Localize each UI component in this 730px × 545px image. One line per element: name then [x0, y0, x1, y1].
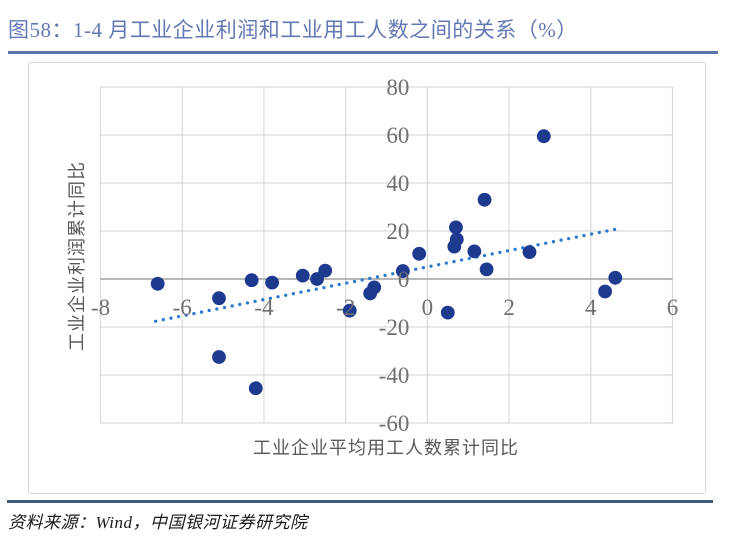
data-point: [295, 268, 310, 283]
data-point: [248, 381, 263, 396]
data-point: [536, 129, 551, 144]
figure-title: 图58：1-4 月工业企业利润和工业用工人数之间的关系（%）: [8, 18, 578, 42]
data-point: [265, 275, 279, 290]
y-tick-label: -40: [379, 363, 410, 388]
chart-container: -60 -40 -20 0 20 40 60 80 -8 -6 -4 -2 0 2 4 6 工业企业利润累计同…: [28, 62, 706, 494]
title-divider: [8, 51, 718, 54]
footer-divider: [7, 500, 713, 503]
x-tick-label: 6: [667, 295, 679, 320]
x-tick-label: 4: [585, 295, 597, 320]
x-tick-label: -8: [91, 295, 110, 320]
source-note: 资料来源：Wind，中国银河证券研究院: [8, 513, 308, 532]
y-tick-label: 20: [386, 219, 409, 244]
x-tick-label: -2: [336, 295, 355, 320]
data-point: [440, 305, 455, 320]
data-point: [244, 273, 259, 288]
data-point: [318, 263, 333, 278]
data-point: [467, 244, 482, 259]
data-point: [212, 291, 226, 306]
x-axis-title: 工业企业平均用工人数累计同比: [253, 438, 519, 458]
data-point: [342, 303, 357, 318]
data-point: [522, 245, 537, 260]
x-tick-label: -4: [254, 295, 274, 320]
data-point: [150, 276, 165, 291]
data-point: [608, 270, 623, 285]
data-point: [412, 246, 427, 261]
data-point: [479, 262, 494, 277]
data-point: [395, 264, 410, 278]
data-point: [598, 284, 612, 299]
data-point: [212, 350, 226, 364]
y-tick-label: 80: [386, 75, 409, 100]
data-point: [477, 192, 492, 207]
y-tick-label: -20: [379, 315, 410, 340]
y-tick-label: -60: [379, 411, 410, 436]
y-tick-label: 0: [398, 267, 410, 292]
x-tick-label: -6: [173, 295, 192, 320]
y-tick-label: 40: [386, 171, 409, 196]
data-point: [367, 280, 382, 295]
data-point: [449, 220, 463, 235]
x-tick-label: 2: [503, 295, 514, 320]
x-tick-label: 0: [422, 295, 434, 320]
trend-line: [154, 227, 617, 323]
y-tick-label: 60: [386, 123, 409, 148]
y-axis-title: 工业企业利润累计同比: [67, 161, 87, 351]
data-point: [449, 232, 464, 247]
